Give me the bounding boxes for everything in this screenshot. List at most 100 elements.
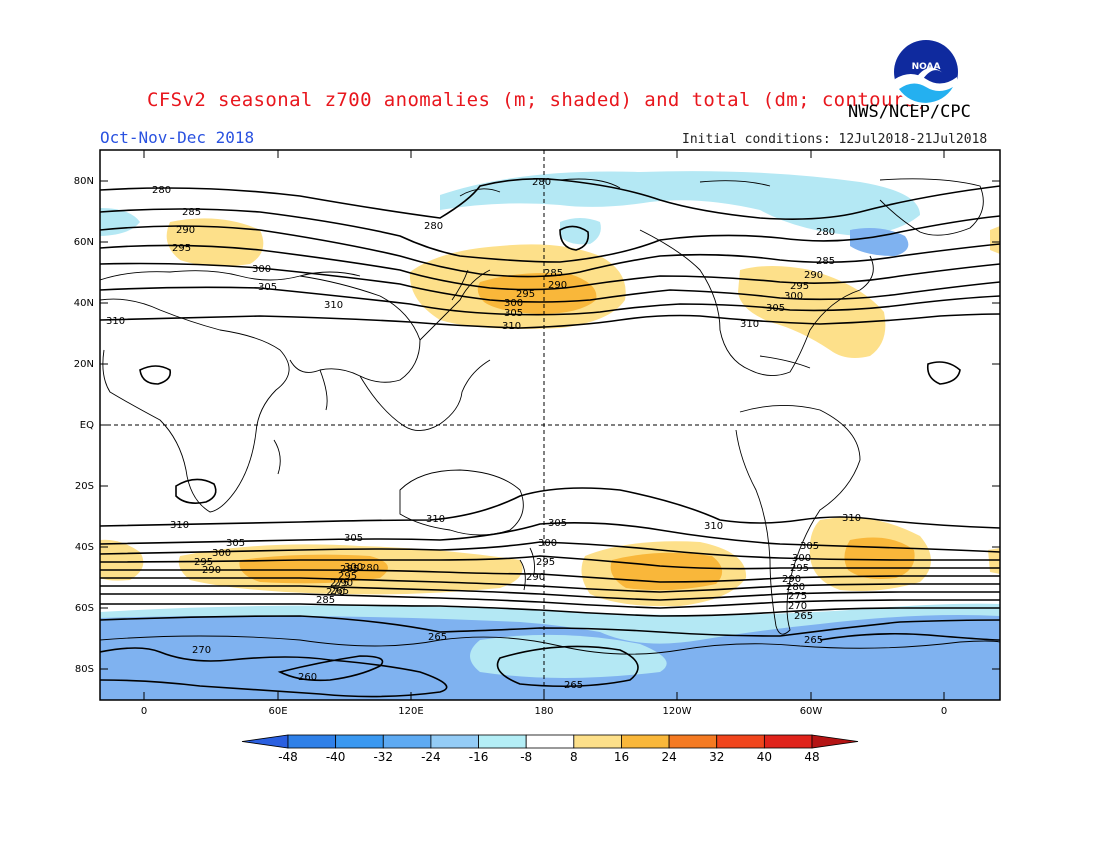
lon-label-60w: 60W	[800, 706, 823, 717]
negative-anomaly-southern-ocean-light-patch	[470, 634, 667, 678]
colorbar-tick-label: 16	[614, 750, 629, 764]
colorbar-segment	[716, 734, 765, 749]
contour-label: 290	[176, 225, 195, 236]
contour-label: 275	[330, 578, 349, 589]
positive-anomaly-north-pacific-core	[477, 273, 597, 314]
colorbar-high-arrow	[811, 734, 859, 749]
colorbar-segment	[335, 734, 384, 749]
colorbar-tick-label: -8	[520, 750, 532, 764]
positive-anomaly-south-indian-core	[239, 554, 388, 584]
contour-label: 265	[428, 632, 447, 643]
colorbar-segment	[573, 734, 622, 749]
coast-south-asia	[319, 359, 491, 431]
contour-285-south	[100, 577, 1000, 593]
contour-label: 290	[202, 565, 221, 576]
colorbar-segment	[525, 734, 575, 749]
contour-label: 295	[338, 571, 357, 582]
contour-label: 290	[334, 578, 353, 589]
lat-label-80s: 80S	[75, 664, 94, 675]
longitude-labels: 0 60E 120E 180 120W 60W 0	[141, 706, 947, 717]
contour-label: 295	[790, 563, 809, 574]
colorbar-tick-label: -32	[373, 750, 393, 764]
colorbar-tick-label: 32	[709, 750, 724, 764]
contour-label: 310	[170, 520, 189, 531]
contour-label: 310	[704, 521, 723, 532]
contour-label: 265	[804, 635, 823, 646]
contour-310-south	[100, 487, 1000, 529]
colorbar-segment	[478, 734, 527, 749]
contour-label: 285	[182, 207, 201, 218]
contour-295-north	[100, 244, 1000, 291]
contour-265-antarctic	[100, 647, 448, 698]
contour-295-south	[100, 555, 1000, 570]
contour-label-layer: 280 285 290 295 300 305 310 310 280 280 …	[106, 177, 861, 691]
contour-label: 310	[106, 316, 125, 327]
positive-anomaly-south-indian	[100, 539, 144, 581]
coast-australia	[399, 469, 524, 536]
season-label: Oct-Nov-Dec 2018	[100, 128, 255, 147]
lat-label-20s: 20S	[75, 481, 94, 492]
lat-label-40n: 40N	[74, 298, 94, 309]
lat-label-60s: 60S	[75, 603, 94, 614]
lon-label-120e: 120E	[398, 706, 423, 717]
positive-anomaly-europe	[166, 218, 264, 267]
colorbar-tick-label: -24	[421, 750, 441, 764]
positive-anomaly-south-pacific-core	[610, 552, 723, 591]
colorbar-tick-label: 8	[570, 750, 578, 764]
negative-anomaly-north-america-deep	[850, 228, 909, 256]
coast-arctic-islands	[459, 178, 771, 197]
lon-label-180: 180	[534, 706, 553, 717]
lat-label-40s: 40S	[75, 542, 94, 553]
contour-label: 305	[800, 541, 819, 552]
coast-antarctica	[100, 635, 1000, 655]
contour-label: 260	[298, 672, 317, 683]
contour-label: 310	[842, 513, 861, 524]
color-bar: -48 -40 -32 -24 -16 -8 8 16 24 32 40 48	[241, 734, 859, 764]
coast-europe	[100, 270, 361, 281]
contour-label: 285	[316, 595, 335, 606]
colorbar-segment	[287, 734, 337, 749]
colorbar-tick-label: 48	[804, 750, 819, 764]
colorbar-segment	[382, 734, 432, 749]
colorbar-tick-label: 24	[661, 750, 676, 764]
noaa-logo: NOAA	[894, 40, 958, 105]
contour-closed-africa	[175, 478, 217, 504]
contour-label: 300	[784, 291, 803, 302]
lon-label-60e: 60E	[268, 706, 287, 717]
contour-label: 280	[360, 563, 379, 574]
contour-300-north	[100, 262, 1000, 303]
coast-north-america	[639, 229, 874, 376]
contour-label: 265	[564, 680, 583, 691]
colorbar-segment	[430, 734, 479, 749]
contour-310-north	[100, 313, 1000, 329]
contour-label: 300	[212, 548, 231, 559]
contour-label: 295	[194, 557, 213, 568]
contour-label: 290	[804, 270, 823, 281]
contour-280-south	[100, 585, 1000, 601]
contour-label: 285	[340, 564, 359, 575]
contour-265-south	[100, 615, 1000, 637]
lat-label-80n: 80N	[74, 176, 94, 187]
contour-label: 300	[252, 264, 271, 275]
reference-lines	[100, 150, 1000, 700]
contour-270-antarctic	[277, 655, 384, 682]
coast-caribbean	[759, 355, 811, 369]
contour-265-antarctic-east	[819, 632, 1000, 641]
contour-260-antarctic	[496, 645, 639, 688]
shading-layer	[100, 171, 1000, 700]
contour-270-south	[100, 603, 1000, 617]
lon-label-0: 0	[141, 706, 147, 717]
colorbar-low-arrow	[241, 734, 289, 749]
contour-label: 280	[786, 582, 805, 593]
colorbar-tick-label: -16	[469, 750, 489, 764]
contour-275-south	[100, 593, 1000, 609]
lat-label-eq: EQ	[80, 420, 94, 431]
agency-label: NWS/NCEP/CPC	[848, 102, 971, 122]
colorbar-tick-label: -40	[326, 750, 346, 764]
contour-label: 290	[548, 280, 567, 291]
initial-conditions-label: Initial conditions: 12Jul2018-21Jul2018	[682, 132, 988, 147]
lat-label-60n: 60N	[74, 237, 94, 248]
coast-east-asia	[419, 269, 491, 341]
axis-ticks	[100, 150, 1000, 700]
